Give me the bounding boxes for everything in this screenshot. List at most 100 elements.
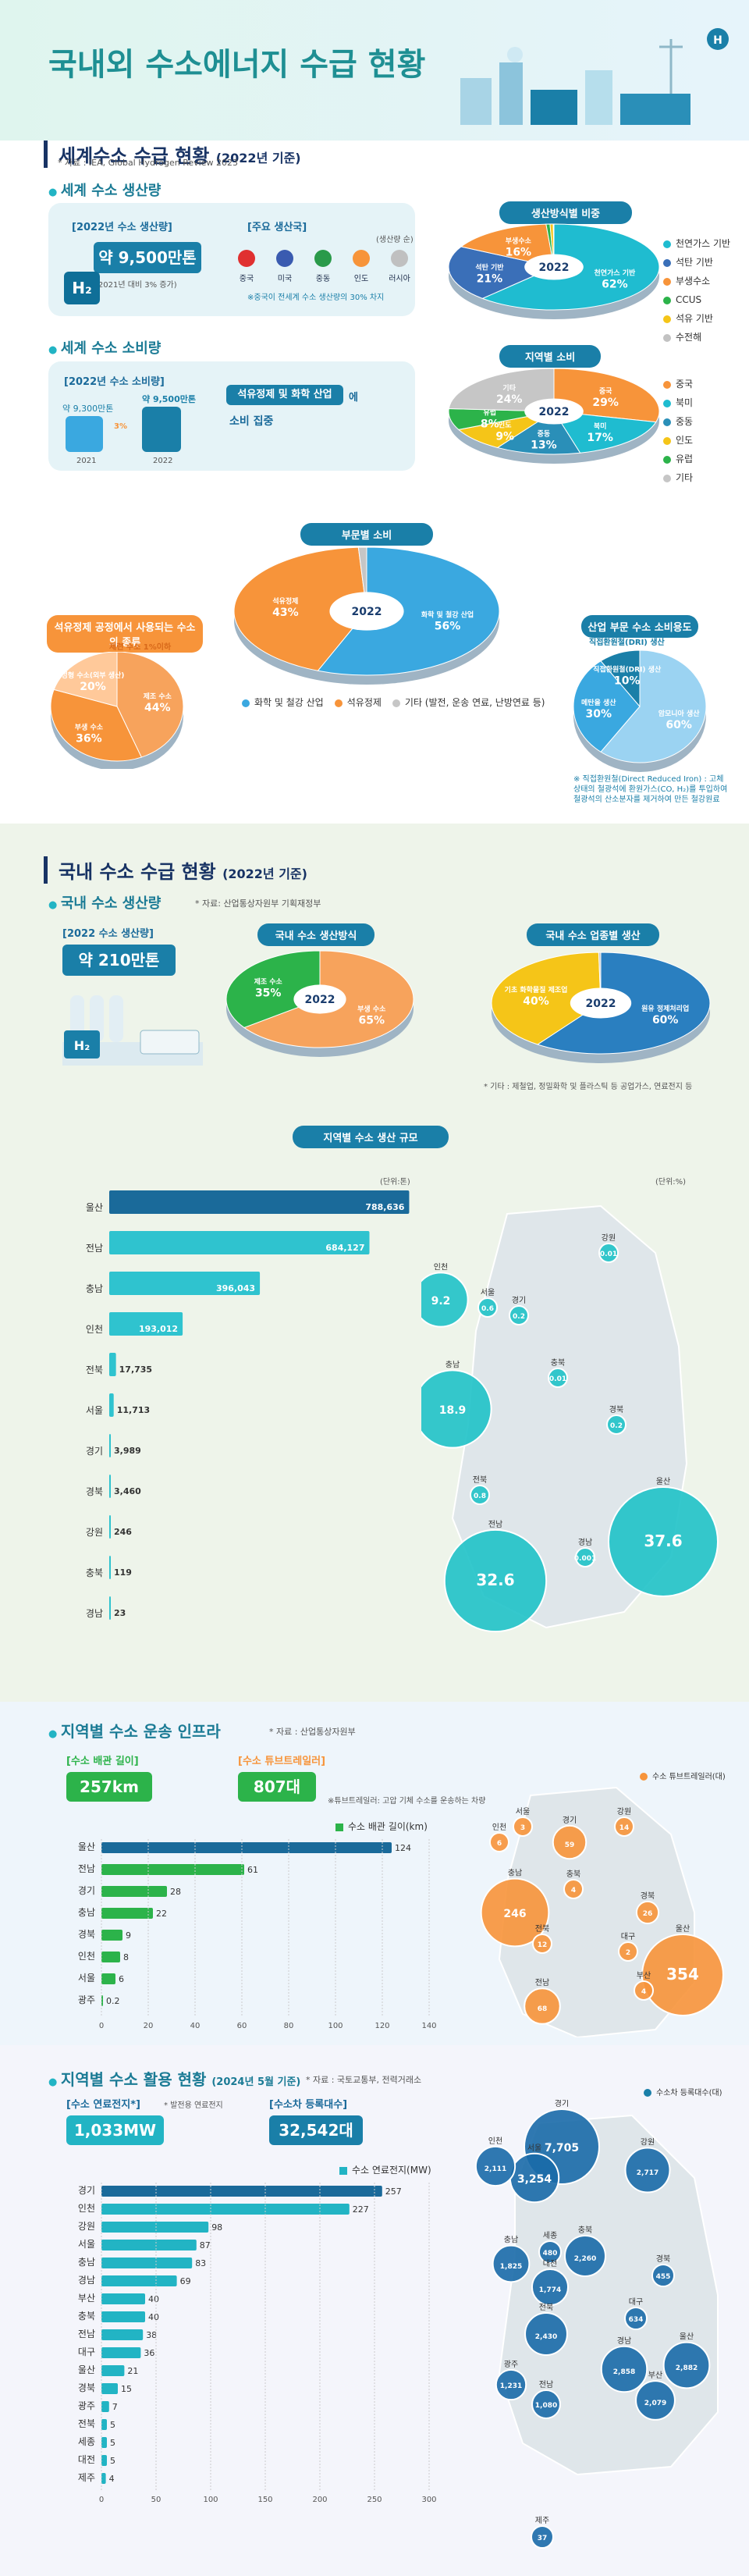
- bar-category: 경남: [78, 2275, 95, 2286]
- korea-share-map: 울산 37.6 전남 32.6 충남 18.9 인천 9.2 전북 0.8 서울 0.6 경기 0.2 경북…: [421, 1204, 719, 1633]
- bar-value: 22: [156, 1909, 167, 1919]
- infra-section: 지역별 수소 운송 인프라 * 자료 : 산업통상자원부 [수소 배관 길이] …: [0, 1702, 749, 2045]
- bubble-region: 경남: [617, 2336, 631, 2346]
- slice-화학 및 철강 산업: [317, 546, 500, 676]
- bubble-경남: [600, 2345, 648, 2393]
- bar-value: 246: [114, 1527, 132, 1537]
- slice-value: 43%: [272, 607, 299, 619]
- bar-category: 경기: [78, 2185, 95, 2196]
- bar-value: 21: [127, 2366, 138, 2376]
- bubble-value: 26: [643, 1910, 653, 1918]
- pipeline-bar-chart: 울산 124 전남 61 경기 28 충남 22 경북 9 인천 8 서울 6 광주 0.2 0 20 40 60 80…: [78, 1839, 437, 2030]
- country-4: 러시아: [382, 250, 417, 283]
- bar-value: 17,735: [119, 1364, 152, 1375]
- slice-value: 56%: [435, 621, 461, 633]
- bar-category: 대구: [78, 2347, 95, 2357]
- pie-center: [329, 592, 404, 631]
- bubble-region: 강원: [617, 1807, 631, 1816]
- slice-label: 부생 수소: [357, 1004, 386, 1013]
- bubble-value: 14: [619, 1824, 630, 1832]
- header-banner: 국내외 수소에너지 수급 현황 H: [0, 0, 749, 141]
- slice-제조 수소: [116, 652, 184, 758]
- slice-기초 화학물질 제조업: [491, 952, 602, 1045]
- usage-source: * 자료 : 국토교통부, 전력거래소: [306, 2075, 422, 2085]
- tube-note: ※튜브트레일러: 고압 기체 수소를 운송하는 차량: [328, 1797, 486, 1806]
- fc-note: * 발전용 연료전지: [164, 2101, 223, 2110]
- bar-value: 40: [148, 2312, 159, 2322]
- slice-label: 제조 수소: [144, 692, 172, 701]
- bar-value: 69: [180, 2276, 191, 2286]
- industry-use-title: 산업 부문 수소 소비용도: [581, 615, 698, 638]
- pie-center: [524, 254, 584, 280]
- slice-value: 13%: [531, 439, 557, 452]
- bubble-value: 1,825: [500, 2263, 522, 2271]
- svg-text:H₂: H₂: [74, 1038, 90, 1053]
- bubble-울산: [608, 1486, 719, 1597]
- bar-value: 119: [114, 1567, 132, 1578]
- slice-value: 24%: [496, 393, 523, 406]
- slice-value: 60%: [652, 1014, 679, 1026]
- bubble-경기: [509, 1305, 529, 1325]
- bubble-대전: [531, 2268, 570, 2307]
- world-section: 세계수소 수급 현황 (2022년 기준) * 자료 : IEA, Global…: [0, 141, 749, 904]
- bar-인천: [101, 1952, 120, 1962]
- bubble-인천: [474, 2145, 516, 2187]
- axis-tick: 50: [151, 2496, 162, 2504]
- center-year: 2022: [352, 606, 382, 618]
- consumption-2021: 약 9,300만톤: [62, 404, 114, 414]
- bar-category: 충남: [78, 2257, 95, 2268]
- center-year: 2022: [586, 998, 616, 1010]
- bubble-충북: [548, 1368, 568, 1388]
- h2-icon: H₂: [64, 272, 100, 304]
- bar-전북: [109, 1353, 116, 1376]
- bar-category: 충남: [78, 1907, 95, 1918]
- slice-label: 기초 화학물질 제조업: [505, 985, 568, 994]
- bubble-충남: [421, 1369, 492, 1449]
- pipe-value: 257km: [66, 1772, 152, 1802]
- bubble-value: 0.01: [600, 1251, 617, 1258]
- bar-category: 울산: [86, 1202, 103, 1213]
- bar-category: 경남: [86, 1608, 103, 1619]
- legend-item: 북미: [663, 393, 693, 412]
- fc-value: 1,033MW: [66, 2115, 164, 2145]
- slice-제조 수소: [225, 950, 321, 1029]
- bar-강원: [109, 1515, 111, 1539]
- slice-label: 부생 수소: [75, 723, 104, 732]
- bar-value: 396,043: [216, 1283, 255, 1293]
- hydrogen-car-map: 경기 7,705 서울 3,254 강원 2,717 인천 2,111 충북 2,260 충남 1,8…: [474, 2100, 719, 2549]
- bubble-region: 전북: [539, 2303, 553, 2312]
- domestic-footnote: * 기타 : 제철업, 정밀화학 및 플라스틱 등 공업가스, 연료전지 등: [484, 1083, 693, 1091]
- bubble-대구: [624, 2307, 648, 2330]
- slice-value: 40%: [523, 995, 549, 1008]
- bar-category: 경기: [86, 1446, 103, 1457]
- bar-value: 227: [353, 2204, 369, 2215]
- bubble-value: 246: [503, 1908, 526, 1920]
- bubble-value: 7,705: [545, 2142, 579, 2154]
- bubble-value: 37.6: [644, 1532, 682, 1550]
- bar-세종: [101, 2437, 107, 2448]
- cylinder-2022: [142, 407, 181, 452]
- axis-tick: 200: [312, 2496, 327, 2504]
- bubble-value: 0.2: [513, 1313, 525, 1321]
- bubble-경남: [575, 1547, 595, 1567]
- country-2: 중동: [306, 250, 340, 283]
- bubble-인천: [421, 1272, 469, 1328]
- legend-item: 중동: [663, 412, 693, 431]
- bubble-value: 0.01: [549, 1375, 566, 1383]
- slice-value: 9%: [495, 431, 514, 443]
- pipe-label: [수소 배관 길이]: [66, 1756, 139, 1767]
- bubble-value: 480: [543, 2250, 558, 2258]
- bubble-서울: [513, 1816, 533, 1837]
- slice-label: 직접환원철(DRI) 생산: [593, 665, 662, 674]
- bar-value: 15: [121, 2384, 132, 2394]
- bar-category: 경기: [78, 1885, 95, 1896]
- slice-label: 인도: [499, 422, 512, 430]
- legend-item: 석유정제: [334, 693, 382, 712]
- bubble-region: 경기: [512, 1295, 526, 1305]
- bubble-region: 제주: [535, 2516, 549, 2525]
- bubble-region: 서울: [516, 1807, 530, 1816]
- bubble-region: 전남: [535, 1978, 549, 1987]
- car-map-legend: 수소차 등록대수(대): [644, 2084, 722, 2103]
